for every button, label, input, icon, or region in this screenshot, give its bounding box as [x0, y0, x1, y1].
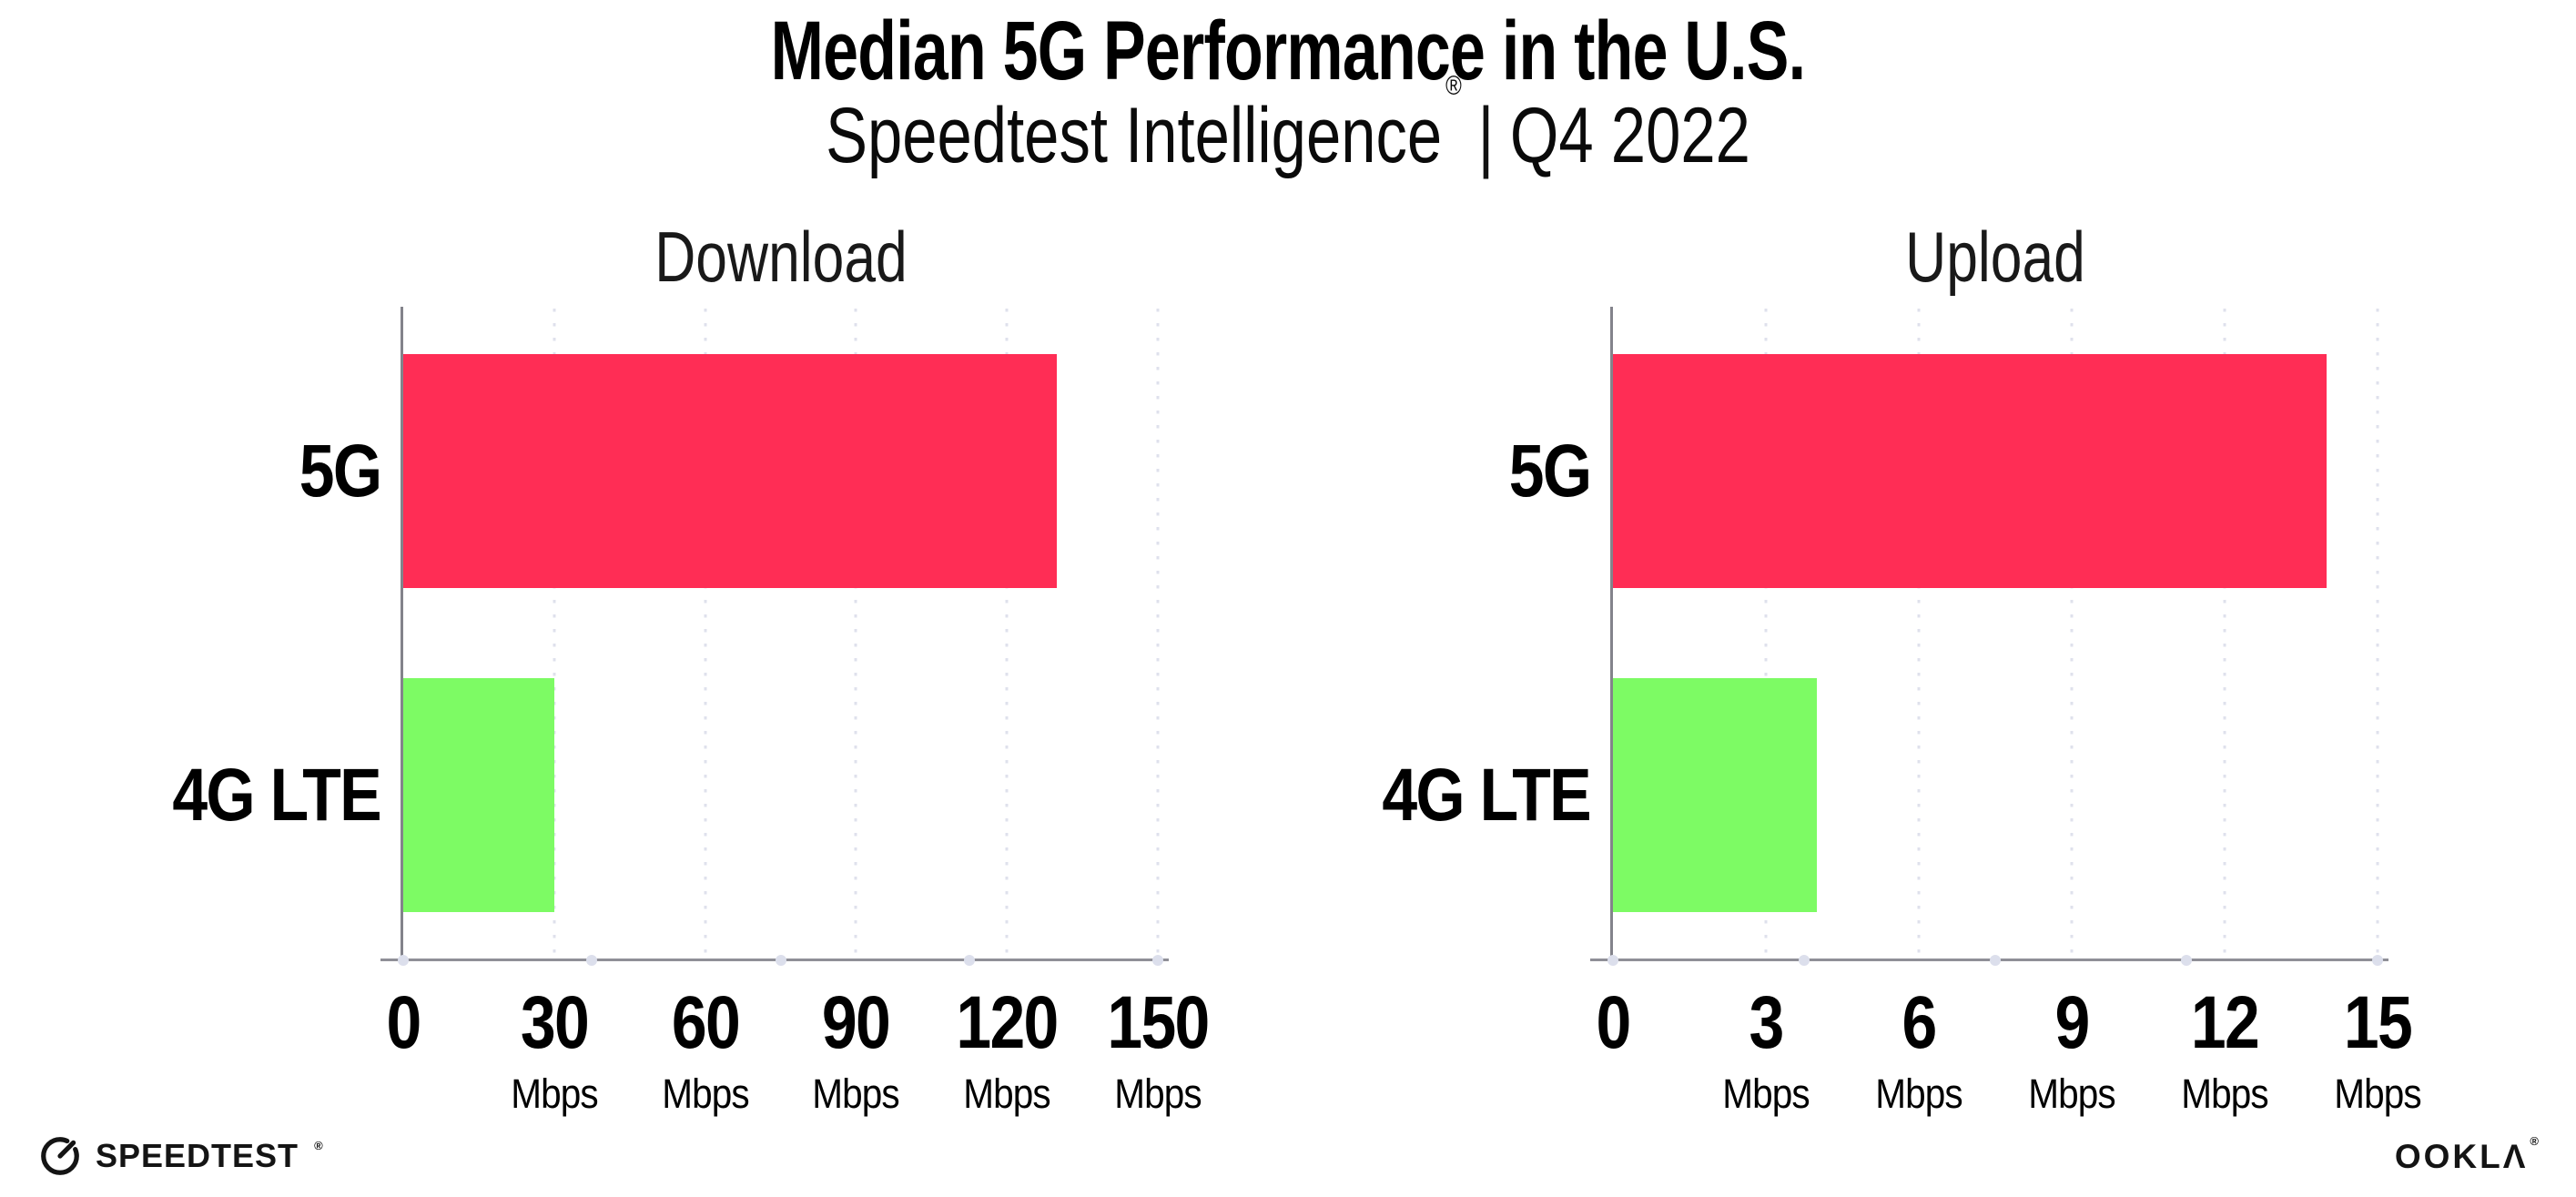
ookla-wordmark: OOKLΛ — [2394, 1138, 2529, 1175]
x-tick-value: 0 — [386, 981, 421, 1064]
category-label-4g-lte: 4G LTE — [1382, 753, 1591, 837]
gridline-60 — [704, 309, 707, 959]
category-label-4g-lte: 4G LTE — [172, 753, 381, 837]
x-tick-value: 120 — [956, 981, 1060, 1064]
y-axis — [401, 307, 403, 960]
x-tick-value: 30 — [520, 981, 590, 1064]
axis-tick-dot — [2372, 955, 2383, 966]
x-tick-120: 120 Mbps — [948, 981, 1067, 1117]
speedtest-gauge-icon — [41, 1137, 79, 1175]
x-tick-value: 3 — [1749, 981, 1784, 1064]
x-tick-90: 90 Mbps — [807, 981, 904, 1117]
x-tick-15: 15 Mbps — [2329, 981, 2426, 1117]
x-tick-value: 12 — [2190, 981, 2260, 1064]
gridline-9 — [2070, 309, 2074, 959]
speedtest-registered-icon: ® — [314, 1138, 323, 1152]
axis-tick-dot — [1799, 955, 1810, 966]
subtitle-brand: Speedtest Intelligence — [826, 92, 1443, 179]
page-title: Median 5G Performance in the U.S. — [770, 5, 1806, 97]
x-tick-unit: Mbps — [2334, 1070, 2421, 1117]
x-tick-60: 60 Mbps — [657, 981, 754, 1117]
ookla-registered-icon: ® — [2530, 1133, 2541, 1148]
x-tick-value: 9 — [2054, 981, 2090, 1064]
x-tick-unit: Mbps — [511, 1070, 598, 1117]
gridline-120 — [1005, 309, 1009, 959]
registered-trademark-icon: ® — [1445, 71, 1462, 102]
x-tick-9: 9 Mbps — [2023, 981, 2120, 1117]
x-tick-value: 60 — [671, 981, 741, 1064]
x-tick-unit: Mbps — [1114, 1070, 1202, 1117]
axis-tick-dot — [586, 955, 598, 966]
ookla-logo: OOKLΛ ® — [2394, 1135, 2541, 1175]
category-label-5g: 5G — [1508, 429, 1591, 512]
x-tick-6: 6 Mbps — [1871, 981, 1967, 1117]
axis-tick-dot — [1990, 955, 2001, 966]
chart-title: Download — [654, 217, 908, 297]
axis-tick-dot — [2181, 955, 2192, 966]
axis-tick-dot — [1607, 955, 1618, 966]
x-tick-unit: Mbps — [2028, 1070, 2115, 1117]
y-axis — [1610, 307, 1613, 960]
chart-title: Upload — [1905, 217, 2085, 297]
bar-4g-lte — [403, 678, 554, 912]
gridline-15 — [2376, 309, 2379, 959]
axis-tick-dot — [775, 955, 786, 966]
x-tick-unit: Mbps — [812, 1070, 900, 1117]
bar-5g — [403, 354, 1058, 588]
x-tick-0: 0 — [383, 986, 423, 1060]
x-tick-value: 15 — [2343, 981, 2413, 1064]
x-tick-value: 0 — [1596, 981, 1631, 1064]
page-subtitle: Speedtest Intelligence® | Q4 2022 — [258, 72, 2318, 179]
x-tick-unit: Mbps — [2181, 1070, 2268, 1117]
x-tick-unit: Mbps — [1722, 1070, 1810, 1117]
x-tick-12: 12 Mbps — [2176, 981, 2273, 1117]
axis-tick-dot — [1152, 955, 1163, 966]
axis-tick-dot — [398, 955, 409, 966]
gridline-3 — [1764, 309, 1768, 959]
chart-download: Download 5G 4G LTE 0 30 Mbps 60 Mbps 90 Mbps 120 M… — [172, 221, 1210, 1114]
gridline-90 — [854, 309, 857, 959]
subtitle-period: Q4 2022 — [1509, 92, 1750, 179]
x-tick-30: 30 Mbps — [506, 981, 603, 1117]
x-tick-unit: Mbps — [661, 1070, 749, 1117]
speedtest-logo: SPEEDTEST ® — [38, 1134, 323, 1178]
gridline-150 — [1156, 309, 1160, 959]
x-axis — [380, 959, 1169, 961]
gridline-30 — [553, 309, 556, 959]
x-tick-unit: Mbps — [1875, 1070, 1962, 1117]
bar-5g — [1613, 354, 2327, 588]
gridline-6 — [1917, 309, 1921, 959]
x-tick-0: 0 — [1593, 986, 1633, 1060]
gridline-12 — [2223, 309, 2226, 959]
subtitle-separator: | — [1477, 92, 1495, 179]
x-tick-value: 6 — [1902, 981, 1937, 1064]
x-tick-unit: Mbps — [963, 1070, 1050, 1117]
bar-4g-lte — [1613, 678, 1817, 912]
x-tick-value: 150 — [1107, 981, 1210, 1064]
axis-tick-dot — [963, 955, 975, 966]
chart-upload: Upload 5G 4G LTE 0 3 Mbps 6 Mbps 9 Mbps 12 Mbps 15 M… — [1382, 221, 2421, 1114]
x-tick-150: 150 Mbps — [1099, 981, 1218, 1117]
category-label-5g: 5G — [299, 429, 381, 512]
x-tick-value: 90 — [822, 981, 891, 1064]
x-axis — [1590, 959, 2388, 961]
x-tick-3: 3 Mbps — [1718, 981, 1814, 1117]
speedtest-wordmark: SPEEDTEST — [96, 1137, 299, 1174]
